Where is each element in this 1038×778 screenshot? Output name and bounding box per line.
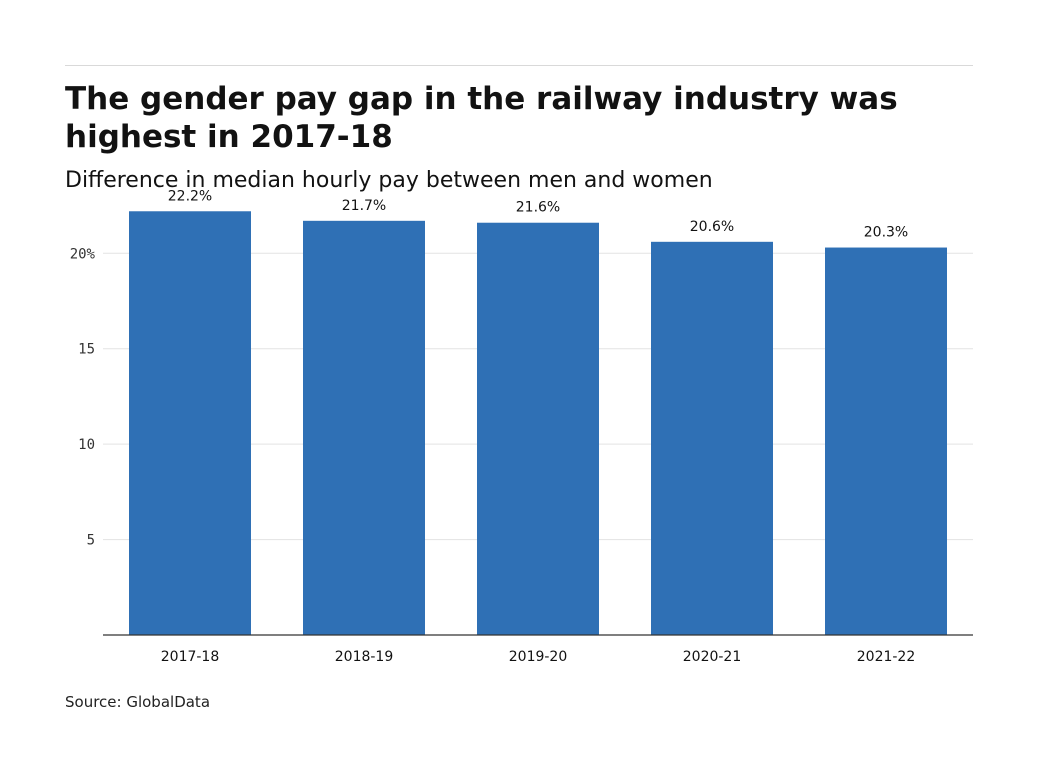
- data-label: 21.6%: [516, 200, 560, 216]
- x-tick-label: 2020-21: [683, 649, 742, 665]
- x-tick-label: 2017-18: [161, 649, 220, 665]
- data-label: 20.3%: [864, 225, 908, 241]
- bar: [825, 247, 947, 635]
- chart-subtitle: Difference in median hourly pay between …: [65, 168, 713, 193]
- data-label: 20.6%: [690, 219, 734, 235]
- bar: [651, 241, 773, 635]
- data-label: 21.7%: [342, 198, 386, 214]
- top-divider: [65, 65, 973, 66]
- source-note: Source: GlobalData: [65, 693, 211, 711]
- chart-title: The gender pay gap in the railway indust…: [65, 81, 898, 155]
- x-tick-label: 2018-19: [335, 649, 394, 665]
- x-tick-label: 2021-22: [857, 649, 916, 665]
- bar: [477, 222, 599, 635]
- bar: [129, 211, 251, 635]
- x-tick-label: 2019-20: [509, 649, 568, 665]
- y-tick-label: 15: [78, 342, 95, 358]
- data-label: 22.2%: [168, 188, 212, 204]
- bar-chart: 5 10 15 20% 22.2% 2017-18 21.7% 2018-19 21.6% 201…: [70, 188, 973, 665]
- y-tick-label: 20%: [70, 246, 96, 262]
- y-tick-label: 10: [78, 437, 95, 453]
- bar: [303, 220, 425, 635]
- y-tick-label: 5: [87, 533, 95, 549]
